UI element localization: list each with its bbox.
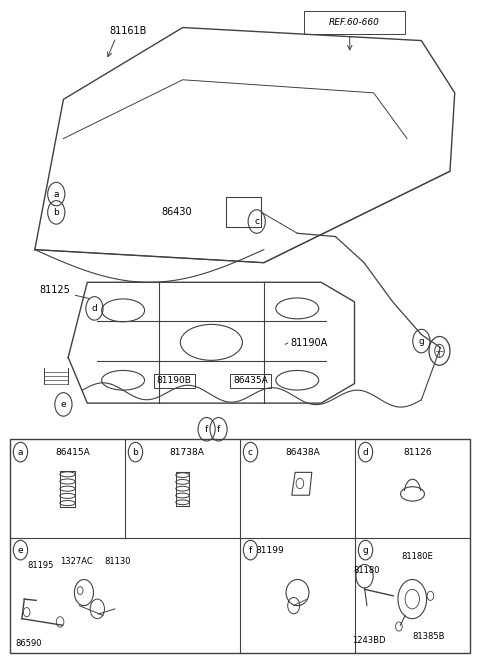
Bar [304, 11, 405, 34]
Text: b: b [132, 447, 138, 457]
Text: 81125: 81125 [40, 285, 71, 295]
Bar [10, 439, 470, 653]
Text: REF.60-660: REF.60-660 [329, 18, 380, 27]
Text: e: e [18, 546, 24, 554]
Text: f: f [205, 424, 208, 434]
Text: d: d [362, 447, 368, 457]
Text: 81190A: 81190A [290, 338, 327, 348]
Text: 81126: 81126 [403, 447, 432, 457]
Text: 81180E: 81180E [401, 552, 433, 561]
Bar [226, 197, 262, 227]
Text: 81130: 81130 [104, 557, 131, 565]
Text: 81385B: 81385B [413, 632, 445, 642]
Text: a: a [53, 190, 59, 199]
Text: 81195: 81195 [28, 562, 54, 570]
Text: 81190B: 81190B [156, 377, 192, 386]
Text: 86590: 86590 [16, 639, 42, 648]
Text: d: d [92, 304, 97, 313]
Text: c: c [248, 447, 253, 457]
Bar [230, 374, 271, 388]
Text: 81199: 81199 [255, 546, 284, 554]
Text: c: c [254, 217, 259, 226]
Text: g: g [419, 337, 424, 346]
Text: a: a [18, 447, 23, 457]
Text: 81180: 81180 [354, 567, 380, 575]
Text: 86435A: 86435A [233, 377, 268, 386]
Text: 86430: 86430 [162, 207, 192, 217]
Text: b: b [53, 208, 59, 217]
Text: 81161B: 81161B [109, 26, 146, 36]
Text: g: g [362, 546, 368, 554]
Text: f: f [217, 424, 220, 434]
Text: 1327AC: 1327AC [60, 557, 93, 565]
Text: 86438A: 86438A [285, 447, 320, 457]
Bar [154, 374, 195, 388]
Text: f: f [249, 546, 252, 554]
Text: 86415A: 86415A [55, 447, 90, 457]
Text: 1243BD: 1243BD [353, 636, 386, 645]
Text: e: e [60, 400, 66, 409]
Text: 81738A: 81738A [170, 447, 204, 457]
